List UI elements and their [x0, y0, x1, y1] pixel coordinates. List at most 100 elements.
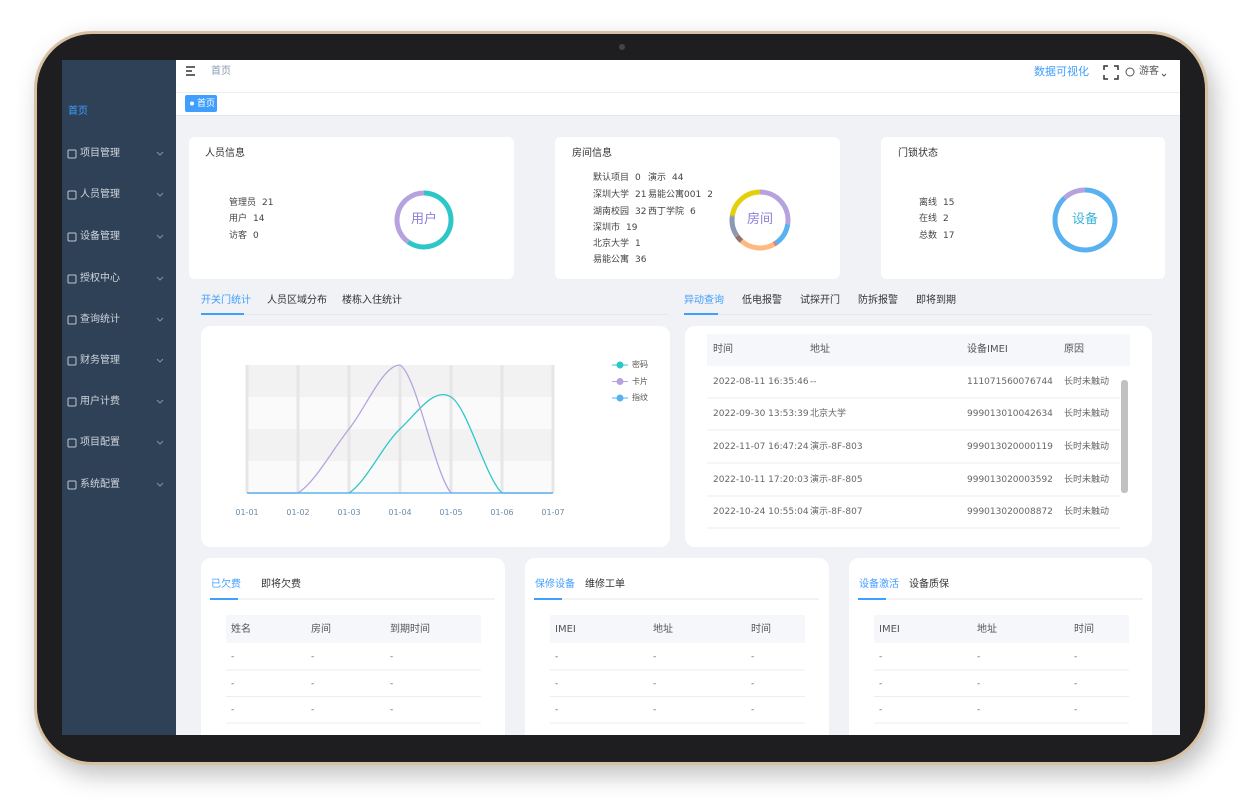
chevron	[156, 358, 164, 363]
topbar-visualize[interactable]: 数据可视化	[1034, 65, 1089, 78]
cards-items-label: 易能公寓001	[648, 190, 702, 200]
menu-icon	[67, 480, 77, 490]
sidebar-menu[interactable]: 授权中心	[80, 273, 120, 284]
cards-items-value: 2	[707, 190, 713, 200]
fullscreen-icon	[1103, 65, 1119, 80]
stat-item: 西丁学院 6	[648, 204, 696, 220]
cards-items-value: 21	[635, 190, 647, 200]
user-icon	[1125, 67, 1135, 77]
panels-rows: -	[311, 705, 315, 715]
panels-rows: -	[977, 705, 981, 715]
panel-card	[849, 558, 1152, 735]
table-header	[226, 615, 481, 643]
sidebar-menu[interactable]: 设备管理	[80, 231, 120, 242]
cards-items-value: 21	[262, 198, 274, 208]
panels-columns: 时间	[751, 624, 771, 635]
stat-item: 在线 2	[919, 211, 949, 227]
alert-tabs[interactable]: 试探开门	[800, 295, 840, 306]
donut-segment	[759, 189, 791, 225]
panels-tabs[interactable]: 即将欠费	[261, 579, 301, 590]
alert-table-rows: 999013020000119	[967, 442, 1053, 452]
panels-rows: -	[879, 705, 883, 715]
cards-items-label: 演示	[648, 173, 667, 183]
sidebar-menu[interactable]: 财务管理	[80, 355, 120, 366]
sidebar-menu[interactable]: 人员管理	[80, 189, 120, 200]
cards-items-label: 湖南校园	[593, 207, 630, 217]
panels-rows: -	[977, 652, 981, 662]
panels-tabs[interactable]: 保修设备	[535, 579, 575, 590]
line-chart-series-name[interactable]: 指纹	[632, 393, 648, 402]
cards-items-label: 北京大学	[593, 239, 630, 249]
alert-tabs[interactable]: 即将到期	[916, 295, 956, 306]
alert-table-rows: 999013020008872	[967, 507, 1053, 517]
donut-segment	[1063, 187, 1086, 200]
alert-table-rows: 2022-11-07 16:47:24	[713, 442, 809, 452]
panels-rows: -	[555, 705, 559, 715]
panels-rows: -	[751, 705, 755, 715]
panels-tabs[interactable]: 维修工单	[585, 579, 625, 590]
line-chart-series-name[interactable]: 密码	[632, 360, 648, 369]
legend-dot	[616, 378, 624, 385]
panels-rows: -	[311, 652, 315, 662]
table-header	[707, 334, 1130, 366]
sidebar-menu[interactable]: 项目配置	[80, 437, 120, 448]
alert-table-rows: 演示-8F-803	[810, 442, 863, 452]
chevron	[156, 440, 164, 445]
panels-rows: -	[555, 652, 559, 662]
alert-table-rows: 长时未触动	[1064, 475, 1110, 485]
chart-tabs[interactable]: 楼栋入住统计	[342, 295, 402, 306]
tabs-line	[201, 314, 668, 315]
tab-home[interactable]	[185, 95, 217, 112]
tab-bar	[176, 93, 1180, 116]
panels-tabs[interactable]: 已欠费	[211, 579, 241, 590]
line-chart-x: 01-02	[286, 508, 310, 517]
alert-table-rows: 演示-8F-807	[810, 507, 863, 517]
chevron	[156, 317, 164, 322]
tabs: 首页	[197, 98, 216, 109]
panels-rows: -	[653, 652, 657, 662]
cards-title: 门锁状态	[898, 148, 938, 159]
cards-items-label: 默认项目	[593, 173, 630, 183]
stat-item: 用户 14	[229, 211, 264, 227]
stat-item: 湖南校园 32	[593, 204, 646, 220]
panels-rows: -	[390, 652, 394, 662]
line-chart-series-name[interactable]: 卡片	[632, 376, 648, 386]
alert-tabs[interactable]: 异动查询	[684, 295, 724, 306]
donut-segment	[729, 189, 761, 216]
cards-items-value: 0	[253, 231, 259, 241]
sidebar-menu[interactable]: 查询统计	[80, 314, 120, 325]
cards-items-label: 深圳市	[593, 223, 621, 233]
chart-tabs[interactable]: 人员区域分布	[267, 295, 327, 306]
alert-table-rows: 长时未触动	[1064, 409, 1110, 419]
alert-table-rows: 2022-08-11 16:35:46	[713, 377, 809, 387]
menu-icon	[67, 232, 77, 242]
chart-tabs[interactable]: 开关门统计	[201, 295, 251, 306]
table-header	[550, 615, 805, 643]
donut-segment	[739, 239, 776, 251]
panels-columns: 时间	[1074, 624, 1094, 635]
menu-icon	[67, 190, 77, 200]
cards-items-value: 19	[626, 223, 638, 233]
line-chart-x: 01-05	[439, 508, 463, 517]
panels-tabs[interactable]: 设备激活	[859, 579, 899, 590]
sidebar-menu[interactable]: 项目管理	[80, 148, 120, 159]
cards-items-value: 15	[943, 198, 955, 208]
alert-table-rows: 2022-10-11 17:20:03	[713, 475, 809, 485]
alert-table-columns: 原因	[1064, 344, 1084, 355]
sidebar-menu[interactable]: 用户计费	[80, 396, 120, 407]
donut-segment	[774, 223, 791, 246]
sidebar-menu[interactable]: 系统配置	[80, 479, 120, 490]
stat-item: 管理员 21	[229, 195, 273, 211]
panels-columns: 地址	[653, 624, 673, 635]
alert-tabs[interactable]: 低电报警	[742, 295, 782, 306]
panels-rows: -	[231, 678, 235, 689]
donut-segment	[729, 216, 740, 238]
alert-table-rows: --	[810, 377, 817, 387]
chevron	[156, 192, 164, 197]
topbar-user[interactable]: 游客	[1139, 66, 1159, 77]
legend-dot	[616, 361, 624, 369]
alert-tabs[interactable]: 防拆报警	[858, 295, 898, 306]
panels-tabs[interactable]: 设备质保	[909, 579, 949, 590]
panels-rows: -	[653, 705, 657, 715]
